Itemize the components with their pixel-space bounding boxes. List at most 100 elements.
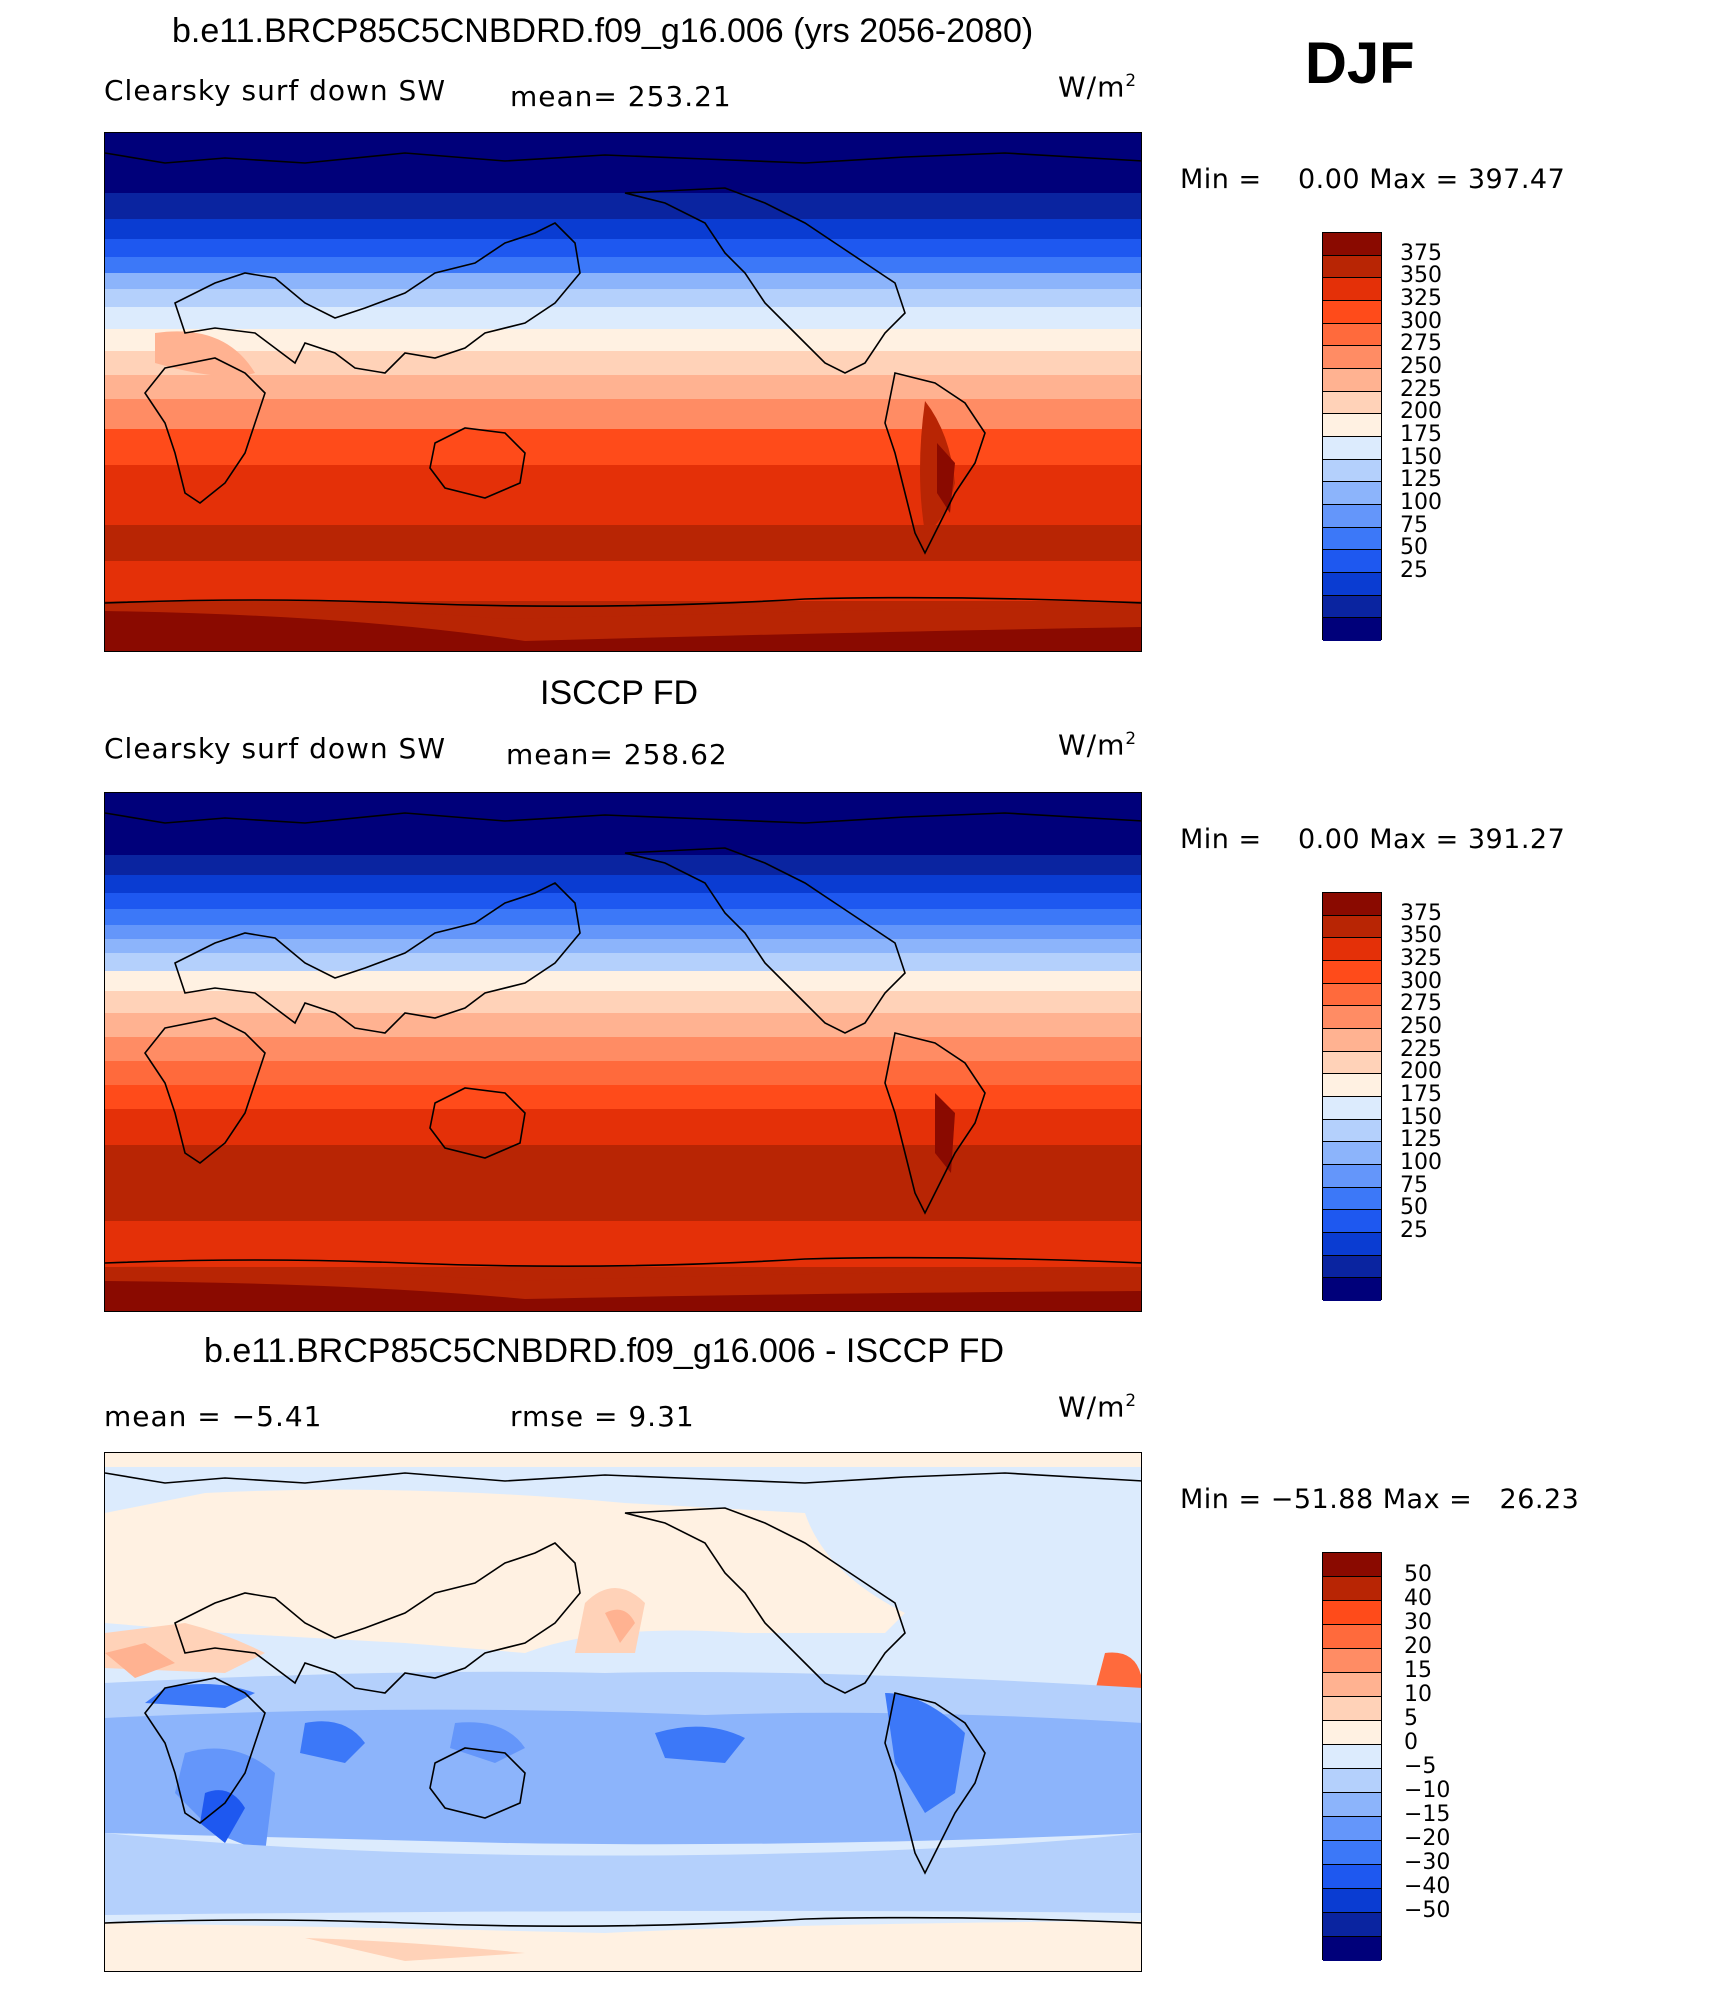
panel-2-title: ISCCP FD [540, 674, 699, 712]
colorbar-swatch [1323, 1913, 1381, 1937]
panel-1-mean-label: mean= 253.21 [510, 80, 732, 113]
colorbar-swatch [1323, 482, 1381, 505]
colorbar-tick-label: 300 [1400, 968, 1442, 994]
colorbar-tick-label: 200 [1400, 1059, 1442, 1085]
colorbar-tick-label: 20 [1404, 1634, 1432, 1659]
colorbar-swatch [1323, 1937, 1381, 1961]
colorbar-tick-label: 375 [1400, 900, 1442, 926]
colorbar-tick-label: 125 [1400, 467, 1442, 493]
colorbar-tick-label: 275 [1400, 331, 1442, 357]
panel-2-colorbar [1322, 892, 1382, 1301]
panel-2-minmax: Min = 0.00 Max = 391.27 [1180, 824, 1566, 855]
colorbar-tick-label: 275 [1400, 991, 1442, 1017]
colorbar-tick-label: 10 [1404, 1682, 1432, 1707]
colorbar-swatch [1323, 1817, 1381, 1841]
colorbar-tick-label: 150 [1400, 444, 1442, 470]
colorbar-tick-label: −15 [1404, 1802, 1451, 1827]
colorbar-swatch [1323, 1889, 1381, 1913]
panel-3-title: b.e11.BRCP85C5CNBDRD.f09_g16.006 - ISCCP… [204, 1332, 1004, 1370]
panel-2-contour-field [105, 793, 1141, 1311]
colorbar-swatch [1323, 1142, 1381, 1165]
panel-3-contour-field [105, 1453, 1141, 1971]
colorbar-swatch [1323, 278, 1381, 301]
colorbar-swatch [1323, 1187, 1381, 1211]
panel-3-unit-label: W/m2 [1058, 1390, 1138, 1424]
colorbar-tick-label: 350 [1400, 263, 1442, 289]
colorbar-tick-label: 325 [1400, 286, 1442, 311]
colorbar-tick-label: 300 [1400, 308, 1442, 334]
colorbar-tick-label: 225 [1400, 376, 1442, 402]
colorbar-swatch [1323, 1793, 1381, 1817]
colorbar-swatch [1323, 938, 1381, 961]
panel-1-variable-label: Clearsky surf down SW [104, 74, 447, 107]
colorbar-swatch [1323, 1865, 1381, 1889]
colorbar-tick-label: 125 [1400, 1127, 1442, 1153]
colorbar-tick-label: 50 [1404, 1562, 1432, 1587]
colorbar-tick-label: 375 [1400, 240, 1442, 266]
panel-2-mean-label: mean= 258.62 [506, 738, 728, 771]
colorbar-tick-label: 75 [1400, 1172, 1428, 1198]
colorbar-swatch [1323, 1255, 1381, 1279]
colorbar-swatch [1323, 1649, 1381, 1673]
colorbar-tick-label: 15 [1404, 1658, 1432, 1683]
colorbar-swatch [1323, 1697, 1381, 1721]
colorbar-swatch [1323, 1028, 1381, 1052]
colorbar-swatch [1323, 1553, 1381, 1577]
colorbar-tick-label: −40 [1404, 1874, 1451, 1899]
colorbar-swatch [1323, 391, 1381, 415]
panel-3-colorbar [1322, 1552, 1382, 1961]
colorbar-tick-label: −10 [1404, 1778, 1451, 1803]
panel-1-unit-label: W/m2 [1058, 70, 1138, 104]
colorbar-swatch [1323, 618, 1381, 641]
colorbar-tick-label: 25 [1400, 558, 1428, 583]
colorbar-swatch [1323, 346, 1381, 369]
colorbar-swatch [1323, 459, 1381, 483]
colorbar-swatch [1323, 1625, 1381, 1649]
colorbar-tick-label: 150 [1400, 1104, 1442, 1130]
colorbar-swatch [1323, 1051, 1381, 1075]
colorbar-swatch [1323, 233, 1381, 256]
panel-1-colorbar [1322, 232, 1382, 641]
panel-1-contour-field [105, 133, 1141, 651]
colorbar-swatch [1323, 1096, 1381, 1120]
colorbar-tick-label: 250 [1400, 354, 1442, 379]
colorbar-swatch [1323, 1164, 1381, 1188]
colorbar-swatch [1323, 300, 1381, 324]
colorbar-swatch [1323, 436, 1381, 460]
colorbar-swatch [1323, 572, 1381, 596]
colorbar-tick-label: 0 [1404, 1730, 1418, 1755]
colorbar-swatch [1323, 504, 1381, 528]
colorbar-swatch [1323, 1841, 1381, 1865]
colorbar-swatch [1323, 368, 1381, 392]
colorbar-tick-label: 50 [1400, 1195, 1428, 1221]
colorbar-tick-label: −30 [1404, 1850, 1451, 1875]
season-label: DJF [1305, 31, 1415, 96]
colorbar-swatch [1323, 1577, 1381, 1601]
colorbar-swatch [1323, 1278, 1381, 1301]
colorbar-tick-label: 30 [1404, 1610, 1432, 1635]
colorbar-swatch [1323, 1074, 1381, 1097]
colorbar-tick-label: 200 [1400, 399, 1442, 425]
colorbar-tick-label: 25 [1400, 1218, 1428, 1243]
colorbar-tick-label: 175 [1400, 1082, 1442, 1107]
colorbar-tick-label: −5 [1404, 1754, 1437, 1779]
panel-2-variable-label: Clearsky surf down SW [104, 732, 447, 765]
colorbar-tick-label: 100 [1400, 490, 1442, 515]
panel-3-rmse-label: rmse = 9.31 [510, 1400, 695, 1433]
panel-2-unit-label: W/m2 [1058, 728, 1138, 762]
colorbar-tick-label: 5 [1404, 1706, 1418, 1731]
colorbar-swatch [1323, 527, 1381, 551]
colorbar-swatch [1323, 1601, 1381, 1625]
colorbar-swatch [1323, 1721, 1381, 1745]
colorbar-tick-label: 350 [1400, 923, 1442, 949]
colorbar-tick-label: 250 [1400, 1014, 1442, 1039]
colorbar-swatch [1323, 595, 1381, 619]
colorbar-swatch [1323, 1745, 1381, 1769]
colorbar-swatch [1323, 550, 1381, 573]
colorbar-tick-label: 75 [1400, 512, 1428, 538]
colorbar-swatch [1323, 1210, 1381, 1233]
colorbar-swatch [1323, 255, 1381, 279]
colorbar-swatch [1323, 983, 1381, 1007]
colorbar-tick-label: 50 [1400, 535, 1428, 561]
panel-3-map [104, 1452, 1142, 1972]
